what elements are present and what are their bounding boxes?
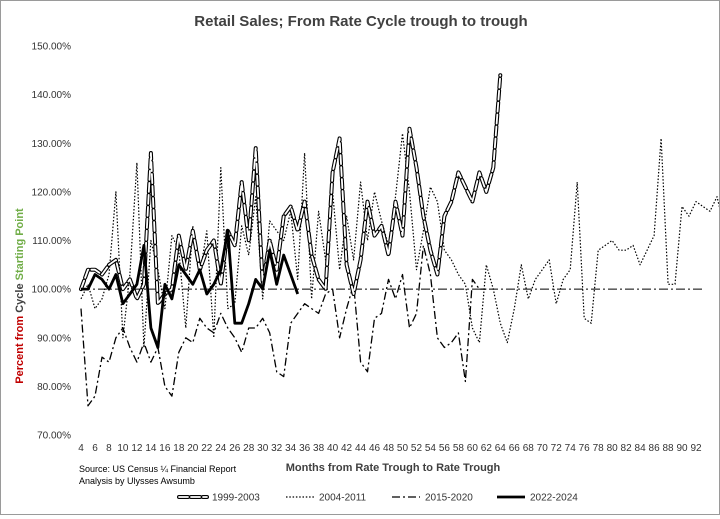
x-tick-label: 58 [453, 443, 465, 454]
series-line-2004-2011 [80, 132, 720, 349]
x-tick-label: 18 [173, 443, 185, 454]
chart-title: Retail Sales; From Rate Cycle trough to … [194, 13, 527, 30]
x-tick-label: 80 [607, 443, 619, 454]
x-tick-label: 44 [355, 443, 367, 454]
y-axis-label-part: Percent from [14, 313, 26, 384]
x-tick-label: 88 [662, 443, 674, 454]
x-tick-label: 82 [621, 443, 633, 454]
x-axis-ticks: 4 6 8 10 12 14 16 18 20 22 24 26 28 30 32 34 36 38 40 42 44 4… [78, 443, 702, 454]
x-tick-label: 84 [635, 443, 647, 454]
legend-label: 2004-2011 [319, 493, 367, 504]
series-line-2015-2020 [80, 244, 487, 407]
x-tick-label: 38 [313, 443, 325, 454]
source-line-1: Source: US Census ¼ Financial Report [79, 464, 237, 474]
x-tick-label: 28 [243, 443, 255, 454]
x-tick-label: 70 [537, 443, 549, 454]
x-tick-label: 68 [523, 443, 535, 454]
x-tick-label: 4 [78, 443, 84, 454]
x-tick-label: 54 [425, 443, 437, 454]
y-tick-label: 150.00% [32, 42, 72, 53]
series-line-1999-2003 [80, 74, 502, 305]
x-tick-label: 74 [565, 443, 577, 454]
x-tick-label: 92 [690, 443, 702, 454]
x-tick-label: 22 [201, 443, 213, 454]
y-tick-label: 100.00% [32, 285, 72, 296]
y-tick-label: 90.00% [37, 333, 71, 344]
legend-label: 2022-2024 [530, 493, 578, 504]
x-tick-label: 20 [187, 443, 199, 454]
x-tick-label: 42 [341, 443, 353, 454]
y-axis-label-part: Cycle [14, 280, 26, 312]
x-tick-label: 64 [495, 443, 507, 454]
y-tick-label: 110.00% [32, 236, 71, 247]
y-tick-label: 120.00% [32, 187, 72, 198]
x-axis-title: Months from Rate Trough to Rate Trough [286, 462, 501, 474]
series-line-2022-2024 [81, 229, 300, 349]
x-tick-label: 24 [215, 443, 227, 454]
x-tick-label: 8 [106, 443, 112, 454]
x-tick-label: 52 [411, 443, 423, 454]
legend-label: 1999-2003 [212, 493, 260, 504]
x-tick-label: 16 [159, 443, 171, 454]
x-tick-label: 26 [229, 443, 241, 454]
source-line-2: Analysis by Ulysses Awsumb [79, 476, 195, 486]
x-tick-label: 14 [145, 443, 157, 454]
x-tick-label: 56 [439, 443, 451, 454]
x-tick-label: 34 [285, 443, 297, 454]
x-tick-label: 46 [369, 443, 381, 454]
x-tick-label: 36 [299, 443, 311, 454]
y-axis-label-part: Starting Point [14, 208, 26, 280]
x-tick-label: 62 [481, 443, 493, 454]
x-tick-label: 66 [509, 443, 521, 454]
x-tick-label: 76 [579, 443, 591, 454]
y-tick-label: 130.00% [32, 139, 72, 150]
plot-series [79, 73, 720, 407]
x-tick-label: 90 [676, 443, 688, 454]
x-tick-label: 50 [397, 443, 409, 454]
legend-label: 2015-2020 [425, 493, 473, 504]
y-axis-title: Percent from Cycle Starting Point [14, 208, 26, 384]
x-tick-label: 32 [271, 443, 283, 454]
x-tick-label: 48 [383, 443, 395, 454]
x-tick-label: 6 [92, 443, 98, 454]
x-tick-label: 60 [467, 443, 479, 454]
x-tick-label: 30 [257, 443, 269, 454]
y-axis-label: Percent from Cycle Starting Point [14, 208, 26, 384]
x-tick-label: 12 [131, 443, 143, 454]
x-tick-label: 86 [649, 443, 661, 454]
x-tick-label: 72 [551, 443, 563, 454]
y-tick-label: 140.00% [32, 90, 72, 101]
x-tick-label: 40 [327, 443, 339, 454]
y-tick-label: 80.00% [37, 382, 71, 393]
x-tick-label: 10 [117, 443, 129, 454]
legend: 1999-2003 2004-2011 2015-2020 2022-2024 [177, 493, 578, 504]
y-axis-ticks: 70.00% 80.00% 90.00% 100.00% 110.00% 120.00% 1… [32, 42, 72, 442]
y-tick-label: 70.00% [37, 431, 71, 442]
x-tick-label: 78 [593, 443, 605, 454]
